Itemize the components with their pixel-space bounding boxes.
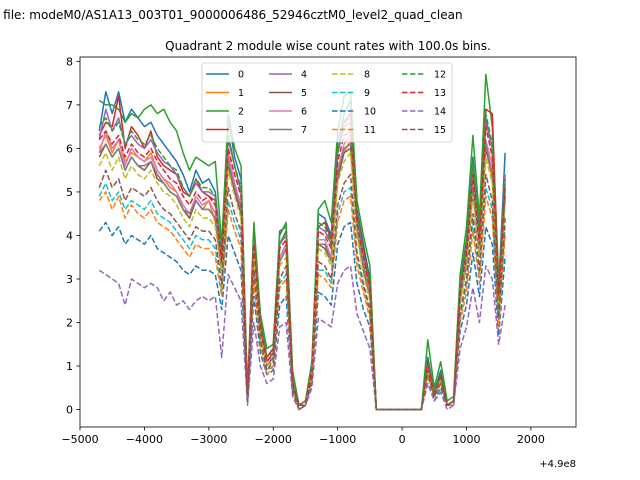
y-tick-label: 2 xyxy=(66,317,73,330)
legend-label-3: 3 xyxy=(238,125,244,136)
plot-area: −5000 −4000 −3000 −2000 −1000 0 1000 2000012345… xyxy=(61,55,577,446)
y-tick-label: 5 xyxy=(66,186,73,199)
x-tick-label: −1000 xyxy=(319,433,356,446)
legend-label-14: 14 xyxy=(434,107,446,118)
chart-title: Quadrant 2 module wise count rates with … xyxy=(165,39,491,53)
y-tick-label: 3 xyxy=(66,273,73,286)
y-tick-label: 6 xyxy=(66,142,73,155)
y-tick-label: 0 xyxy=(66,404,73,417)
series-line-11 xyxy=(98,191,506,411)
x-axis-offset-label: +4.9e8 xyxy=(539,459,576,470)
legend-label-2: 2 xyxy=(238,107,244,118)
figure-suptitle: a file: modeM0/AS1A13_003T01_9000006486_… xyxy=(0,8,463,22)
y-tick-label: 7 xyxy=(66,99,73,112)
legend-label-12: 12 xyxy=(434,70,446,81)
legend-frame xyxy=(201,62,453,143)
x-tick-label: −4000 xyxy=(126,433,163,446)
legend-label-0: 0 xyxy=(238,70,244,81)
x-tick-label: 2000 xyxy=(517,433,545,446)
legend-label-8: 8 xyxy=(364,70,370,81)
legend-label-7: 7 xyxy=(301,125,307,136)
series-line-13 xyxy=(98,125,506,411)
y-tick-label: 8 xyxy=(66,55,73,68)
legend-label-10: 10 xyxy=(364,107,376,118)
x-tick-label: −5000 xyxy=(61,433,98,446)
legend-label-5: 5 xyxy=(301,88,307,99)
y-tick-label: 1 xyxy=(66,360,73,373)
legend-label-13: 13 xyxy=(434,88,446,99)
axes-frame xyxy=(79,56,577,428)
x-tick-label: 0 xyxy=(399,433,406,446)
legend-label-6: 6 xyxy=(301,107,307,118)
legend-label-15: 15 xyxy=(434,125,446,136)
series-line-8 xyxy=(98,152,506,411)
legend-label-9: 9 xyxy=(364,88,370,99)
legend-label-11: 11 xyxy=(364,125,376,136)
x-tick-label: −2000 xyxy=(255,433,292,446)
legend-label-4: 4 xyxy=(301,70,307,81)
y-tick-label: 4 xyxy=(66,229,73,242)
legend-label-1: 1 xyxy=(238,88,244,99)
series-line-15 xyxy=(98,169,506,411)
series-line-14 xyxy=(98,265,506,411)
x-tick-label: −3000 xyxy=(190,433,227,446)
x-tick-label: 1000 xyxy=(452,433,480,446)
